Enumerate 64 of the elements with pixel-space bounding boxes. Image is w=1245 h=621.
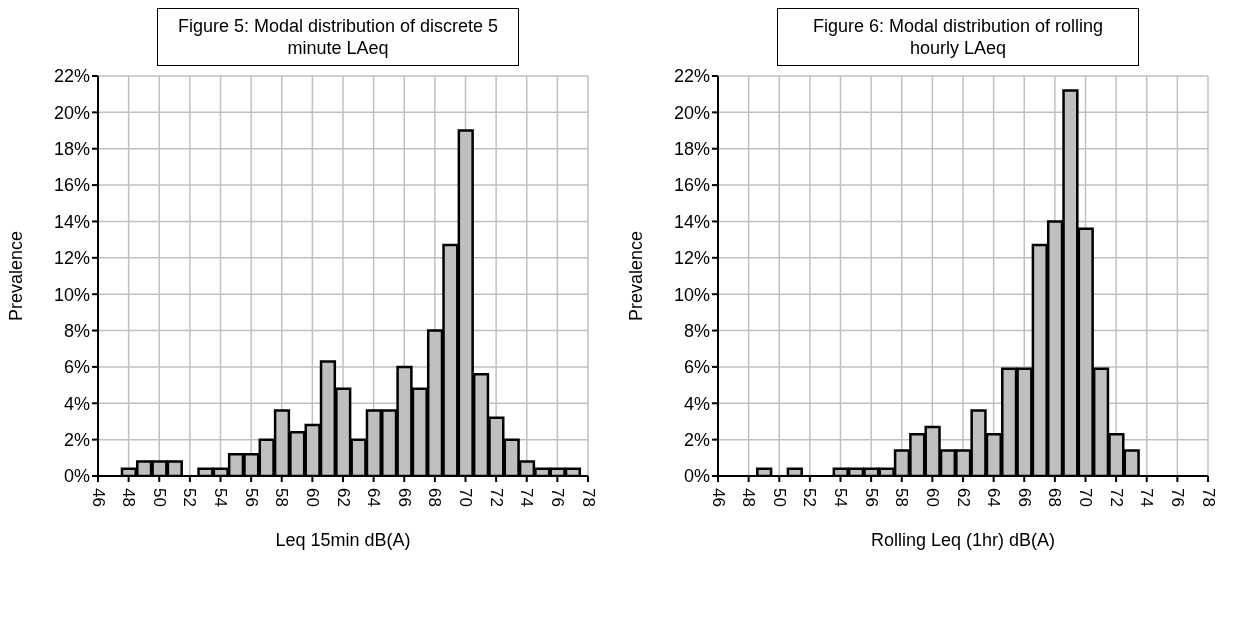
x-tick-label: 66 — [394, 488, 414, 507]
x-tick-label: 58 — [272, 488, 292, 507]
x-tick-label: 58 — [892, 488, 912, 507]
y-tick-label: 8% — [683, 320, 710, 341]
x-tick-label: 48 — [119, 488, 139, 507]
x-tick-label: 46 — [88, 488, 108, 507]
x-tick-label: 76 — [547, 488, 567, 507]
y-tick-label: 12% — [53, 248, 90, 269]
x-tick-label: 60 — [302, 488, 322, 507]
y-tick-label: 16% — [53, 175, 90, 196]
y-tick-label: 6% — [683, 357, 710, 378]
y-tick-label: 0% — [63, 466, 90, 487]
y-tick-label: 0% — [683, 466, 710, 487]
x-tick-label: 50 — [149, 488, 169, 507]
y-tick-label: 20% — [673, 102, 710, 123]
x-tick-label: 62 — [333, 488, 353, 507]
x-tick-label: 74 — [1137, 488, 1157, 507]
x-tick-label: 56 — [861, 488, 881, 507]
x-tick-label: 48 — [739, 488, 759, 507]
y-tick-label: 12% — [673, 248, 710, 269]
x-axis-title: Leq 15min dB(A) — [275, 530, 411, 550]
x-tick-label: 72 — [1106, 488, 1126, 507]
y-tick-label: 10% — [53, 284, 90, 305]
y-axis-title: Prevalence — [6, 230, 27, 322]
y-tick-label: 14% — [53, 211, 90, 232]
x-tick-label: 60 — [922, 488, 942, 507]
y-tick-label: 14% — [673, 211, 710, 232]
x-axis-title: Rolling Leq (1hr) dB(A) — [870, 530, 1056, 550]
x-tick-label: 54 — [211, 488, 230, 507]
y-tick-label: 18% — [53, 139, 90, 160]
y-tick-label: 20% — [53, 102, 90, 123]
x-tick-label: 64 — [984, 488, 1004, 507]
x-tick-label: 54 — [831, 488, 850, 507]
y-tick-label: 2% — [683, 430, 710, 451]
y-tick-label: 4% — [63, 393, 90, 414]
y-tick-label: 6% — [63, 357, 90, 378]
y-tick-label: 18% — [673, 139, 710, 160]
x-tick-label: 76 — [1167, 488, 1187, 507]
y-tick-label: 8% — [63, 320, 90, 341]
x-tick-label: 78 — [1198, 488, 1218, 507]
x-tick-label: 52 — [180, 488, 200, 507]
x-tick-label: 66 — [1014, 488, 1034, 507]
y-tick-label: 4% — [683, 393, 710, 414]
y-tick-label: 2% — [63, 430, 90, 451]
x-tick-label: 62 — [953, 488, 973, 507]
x-tick-label: 46 — [708, 488, 728, 507]
x-tick-label: 70 — [456, 488, 475, 507]
x-tick-label: 68 — [425, 488, 445, 507]
x-tick-label: 70 — [1076, 488, 1095, 507]
x-tick-label: 68 — [1045, 488, 1065, 507]
x-tick-label: 56 — [241, 488, 261, 507]
x-tick-label: 50 — [769, 488, 789, 507]
y-tick-label: 22% — [53, 66, 90, 87]
x-tick-label: 72 — [486, 488, 506, 507]
chart-title: Figure 5: Modal distribution of discrete 5 minute LAeq — [157, 8, 519, 66]
y-tick-label: 10% — [673, 284, 710, 305]
x-tick-label: 52 — [800, 488, 820, 507]
y-tick-label: 16% — [673, 175, 710, 196]
x-tick-label: 74 — [517, 488, 537, 507]
x-tick-label: 78 — [578, 488, 598, 507]
y-axis-title: Prevalence — [626, 230, 647, 322]
x-tick-label: 64 — [364, 488, 384, 507]
chart-title: Figure 6: Modal distribution of rolling hourly LAeq — [777, 8, 1139, 66]
y-tick-label: 22% — [673, 66, 710, 87]
